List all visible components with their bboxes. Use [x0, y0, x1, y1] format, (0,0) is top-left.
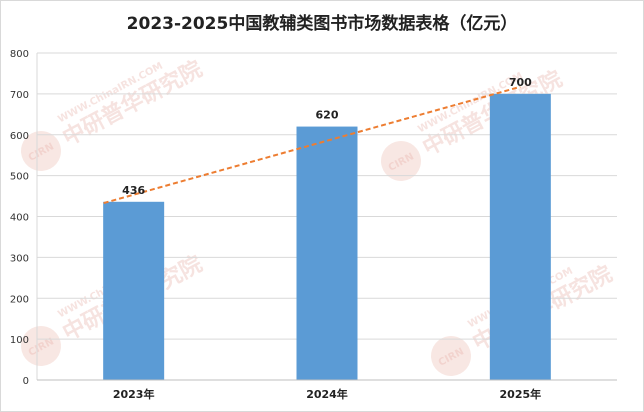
y-tick-label: 200	[10, 294, 29, 305]
trendline-layer	[103, 85, 521, 205]
chart-title: 2023-2025中国教辅类图书市场数据表格（亿元）	[126, 14, 518, 34]
y-tick-label: 800	[10, 49, 29, 60]
x-tick-label: 2025年	[500, 387, 542, 401]
data-label: 436	[122, 184, 145, 197]
watermark-logo-icon	[20, 326, 61, 366]
bar	[296, 126, 358, 380]
watermark-logo-icon	[431, 336, 471, 376]
watermark-logo-icon	[381, 141, 421, 181]
y-axis: 0 100 200 300 400 500 600 700 800	[10, 49, 38, 387]
y-tick-label: 400	[10, 213, 29, 224]
bars	[103, 93, 551, 380]
y-tick-label: 700	[10, 90, 29, 101]
data-labels: 436 620 700	[122, 76, 532, 197]
y-tick-label: 500	[10, 172, 29, 183]
data-label: 620	[316, 109, 339, 122]
x-tick-label: 2024年	[306, 387, 348, 401]
bar	[103, 201, 165, 380]
y-tick-label: 600	[10, 131, 29, 142]
y-tick-label: 100	[10, 335, 29, 346]
x-axis: 2023年 2024年 2025年	[37, 379, 617, 401]
x-tick-label: 2023年	[113, 387, 155, 401]
trendline	[103, 85, 521, 205]
y-tick-label: 300	[10, 253, 29, 264]
data-label: 700	[509, 76, 532, 89]
y-tick-label: 0	[23, 376, 29, 387]
bar	[489, 93, 551, 380]
watermark-logo-icon	[20, 131, 61, 171]
